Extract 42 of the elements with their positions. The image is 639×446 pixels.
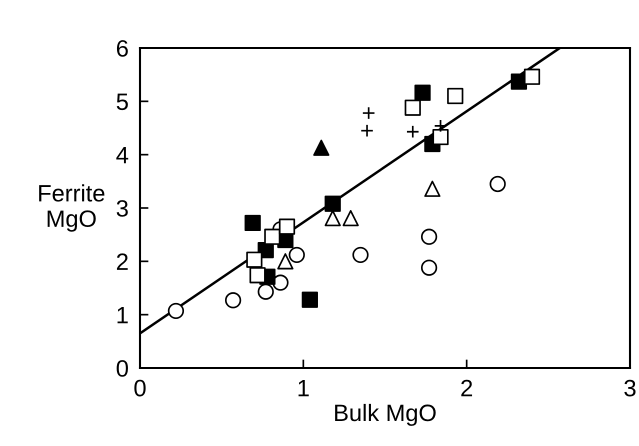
point [278,218,296,235]
point [420,260,438,276]
point [249,267,266,284]
point [168,302,184,320]
point [302,292,318,308]
point [432,128,449,146]
point [246,252,262,268]
x-tick-label: 0 [134,380,146,396]
point [277,253,294,270]
x-tick-label: 1 [298,380,309,396]
point [258,284,274,300]
point [404,100,421,116]
y-axis-title: Ferrite MgO [39,184,104,232]
point [420,228,438,245]
y-tick-label: 6 [116,40,128,57]
y-tick-label: 5 [116,94,128,110]
y-tick-label: 1 [118,306,128,324]
x-tick-label: 2 [461,380,472,396]
x-axis-title: Bulk MgO [335,404,436,426]
point [288,246,305,264]
point [342,210,359,226]
point [524,68,540,85]
y-tick-label: 3 [116,200,128,217]
y-tick-label: 2 [116,253,128,270]
point [224,292,242,308]
point [324,196,341,212]
point [490,176,506,192]
point [434,119,448,133]
point [424,180,440,197]
point [244,214,261,232]
point [313,140,330,156]
y-tick-label: 0 [116,360,128,377]
point [414,84,431,101]
y-tick-label: 4 [116,146,128,164]
point [406,125,420,138]
point [324,210,341,226]
point [362,106,376,120]
point [360,124,374,138]
x-tick-label: 3 [624,380,636,396]
point [264,228,280,245]
point [352,246,369,264]
point [447,88,464,104]
